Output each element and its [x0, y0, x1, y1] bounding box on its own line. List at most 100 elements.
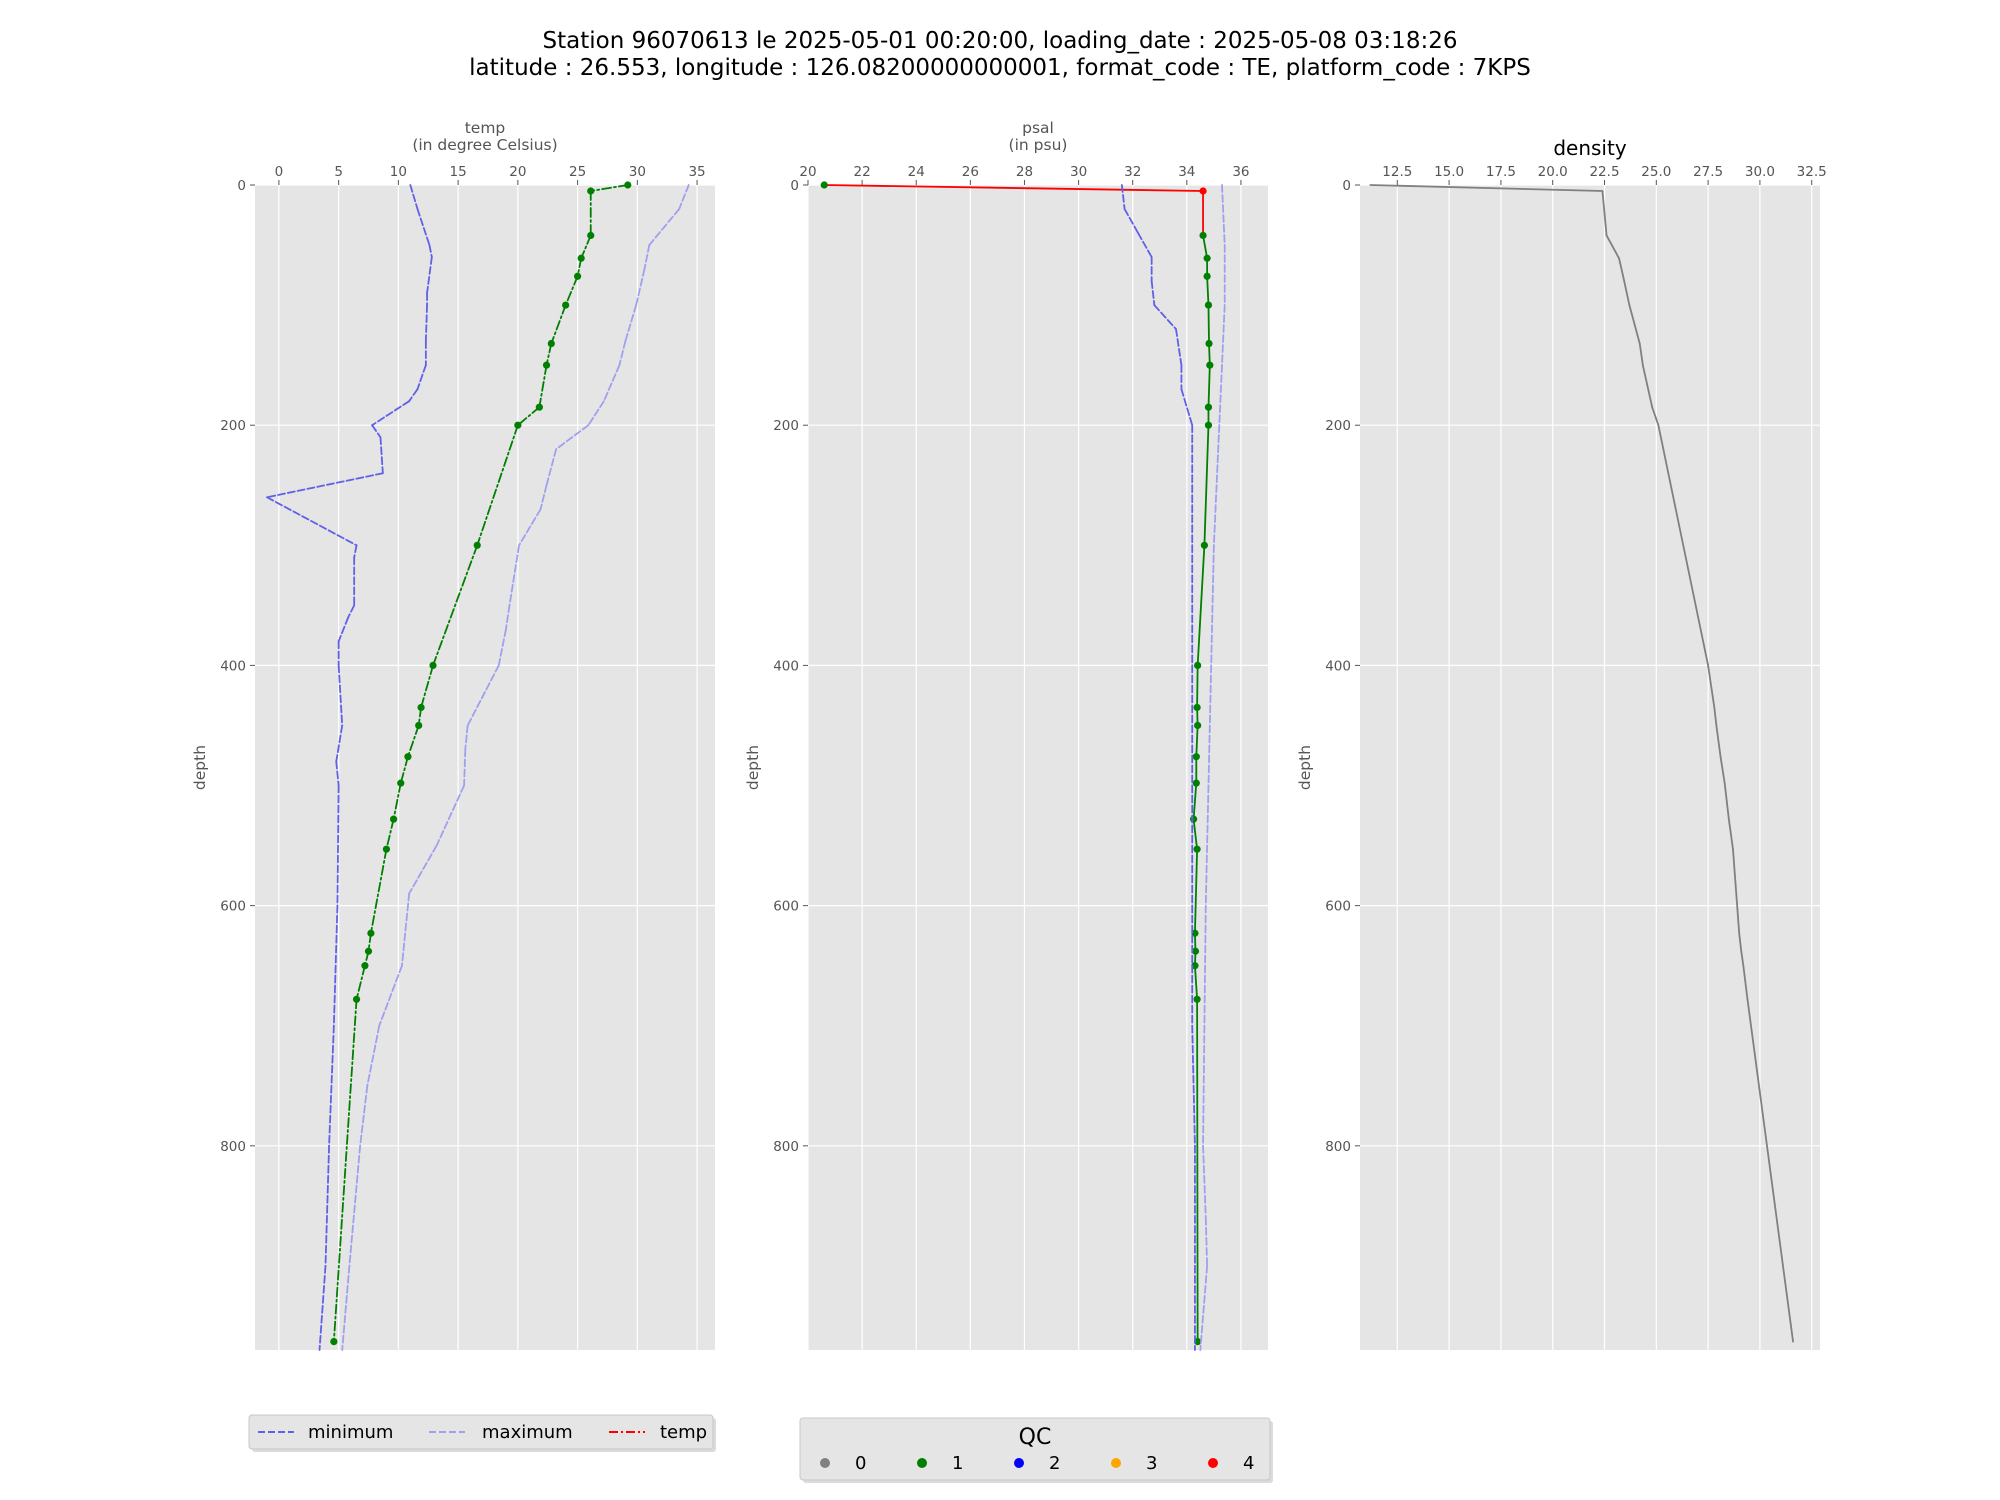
series-psal-point [1192, 753, 1200, 761]
series-temp-point [429, 661, 437, 670]
qc-legend-marker-0 [820, 1458, 830, 1468]
x-tick-label: 32 [1124, 164, 1141, 180]
series-maximum-segment [1212, 424, 1221, 547]
y-tick-label: 800 [773, 1139, 799, 1155]
legend-maximum-label: maximum [482, 1422, 573, 1443]
y-tick-label: 600 [1325, 899, 1351, 915]
series-psal-segment [1202, 234, 1209, 260]
series-temp-segment [538, 364, 548, 409]
series-minimum-segment [337, 664, 344, 727]
psal-profile-plot: 20 22 24 26 28 30 32 34 36 0 200 400 600 800 psal(in p… [744, 119, 1268, 1351]
qc-legend-marker-1 [917, 1458, 927, 1468]
series-minimum-segment [266, 496, 358, 547]
series-temp-segment [516, 406, 541, 427]
series-minimum-segment [1120, 184, 1126, 210]
y-tick-label: 0 [1342, 178, 1351, 194]
series-psal-segment [1206, 275, 1210, 307]
x-tick-label: 17.5 [1486, 164, 1516, 180]
series-density-segment [1723, 782, 1730, 821]
x-tick-label: 32.5 [1797, 164, 1827, 180]
series-psal-point [1204, 421, 1213, 429]
series-density-segment [1682, 544, 1710, 667]
plot-title: density [1553, 136, 1626, 160]
series-temp-point [473, 541, 481, 549]
series-temp-point [367, 929, 375, 937]
series-psal-point [1199, 231, 1207, 240]
series-maximum-segment [463, 748, 467, 787]
series-density-segment [1651, 406, 1660, 427]
series-temp-segment [589, 184, 629, 192]
series-minimum-segment [1180, 388, 1194, 427]
series-temp-point [382, 845, 391, 853]
series-maximum-segment [1221, 184, 1226, 246]
series-psal-point [1199, 187, 1207, 195]
series-psal-point [1189, 815, 1198, 823]
series-temp-segment [432, 544, 479, 667]
series-density-segment [1742, 964, 1749, 1001]
series-maximum-segment [555, 424, 590, 451]
series-density-segment [1605, 234, 1620, 260]
qc-legend-label-4: 4 [1243, 1453, 1254, 1474]
series-maximum-segment [678, 184, 690, 210]
series-psal-point [1193, 995, 1201, 1003]
series-maximum-segment [624, 304, 638, 343]
density-profile-plot: 12.5 15.0 17.5 20.0 22.5 25.0 27.5 30.0 32.5 0 200… [1296, 136, 1827, 1350]
series-maximum-segment [602, 364, 621, 403]
series-psal-point [1191, 947, 1200, 955]
series-minimum-segment [416, 208, 431, 246]
series-temp-segment [550, 304, 567, 345]
x-tick-label: 15 [450, 164, 467, 180]
series-temp-segment [420, 664, 434, 709]
series-minimum-segment [266, 472, 384, 499]
x-tick-label: 36 [1232, 164, 1249, 180]
series-temp-point [573, 272, 582, 280]
y-axis-label: depth [1296, 745, 1314, 790]
y-tick-label: 600 [220, 899, 246, 915]
series-temp-point [542, 361, 551, 369]
series-maximum-segment [408, 844, 438, 895]
series-temp-point [587, 187, 595, 195]
x-tick-label: 12.5 [1382, 164, 1412, 180]
series-minimum-segment [324, 1144, 330, 1267]
series-psal-segment [1203, 424, 1210, 547]
series-temp-segment [355, 964, 366, 1001]
plot-area [255, 185, 715, 1350]
x-tick-label: 34 [1178, 164, 1195, 180]
series-maximum-segment [464, 724, 469, 751]
series-density-segment [1746, 998, 1794, 1343]
series-psal-point [1193, 703, 1201, 712]
series-psal-segment [1194, 964, 1199, 1001]
series-psal-point [1192, 779, 1200, 787]
series-maximum-segment [648, 208, 681, 246]
y-tick-label: 0 [790, 178, 799, 194]
qc-legend-title: QC [1019, 1425, 1052, 1450]
x-tick-label: 27.5 [1693, 164, 1723, 180]
y-tick-label: 0 [237, 178, 246, 194]
series-psal-segment [1196, 664, 1199, 709]
plot-title: temp [465, 119, 506, 137]
series-temp-segment [407, 724, 420, 758]
figure-title-line2: latitude : 26.553, longitude : 126.08200… [469, 55, 1531, 81]
plot-area [1360, 185, 1820, 1350]
qc-legend-marker-2 [1014, 1458, 1024, 1468]
series-minimum-segment [353, 544, 358, 559]
series-temp-point [330, 1337, 338, 1346]
x-tick-label: 30.0 [1745, 164, 1775, 180]
qc-legend: QC 0 1 2 3 4 [799, 1417, 1273, 1483]
series-psal-point [1204, 301, 1213, 309]
x-tick-label: 5 [334, 164, 343, 180]
series-temp-point [404, 753, 412, 761]
series-temp-segment [476, 424, 519, 547]
y-tick-label: 200 [220, 418, 246, 434]
qc-legend-label-2: 2 [1049, 1453, 1060, 1474]
y-tick-label: 800 [220, 1139, 246, 1155]
series-psal-point [1203, 272, 1211, 280]
x-tick-label: 22.5 [1589, 164, 1619, 180]
x-tick-label: 25 [569, 164, 586, 180]
series-density-segment [1657, 424, 1685, 547]
series-maximum-segment [508, 544, 520, 607]
series-density-segment [1369, 184, 1604, 192]
series-density-segment [1732, 848, 1741, 935]
series-density-segment [1713, 706, 1718, 727]
